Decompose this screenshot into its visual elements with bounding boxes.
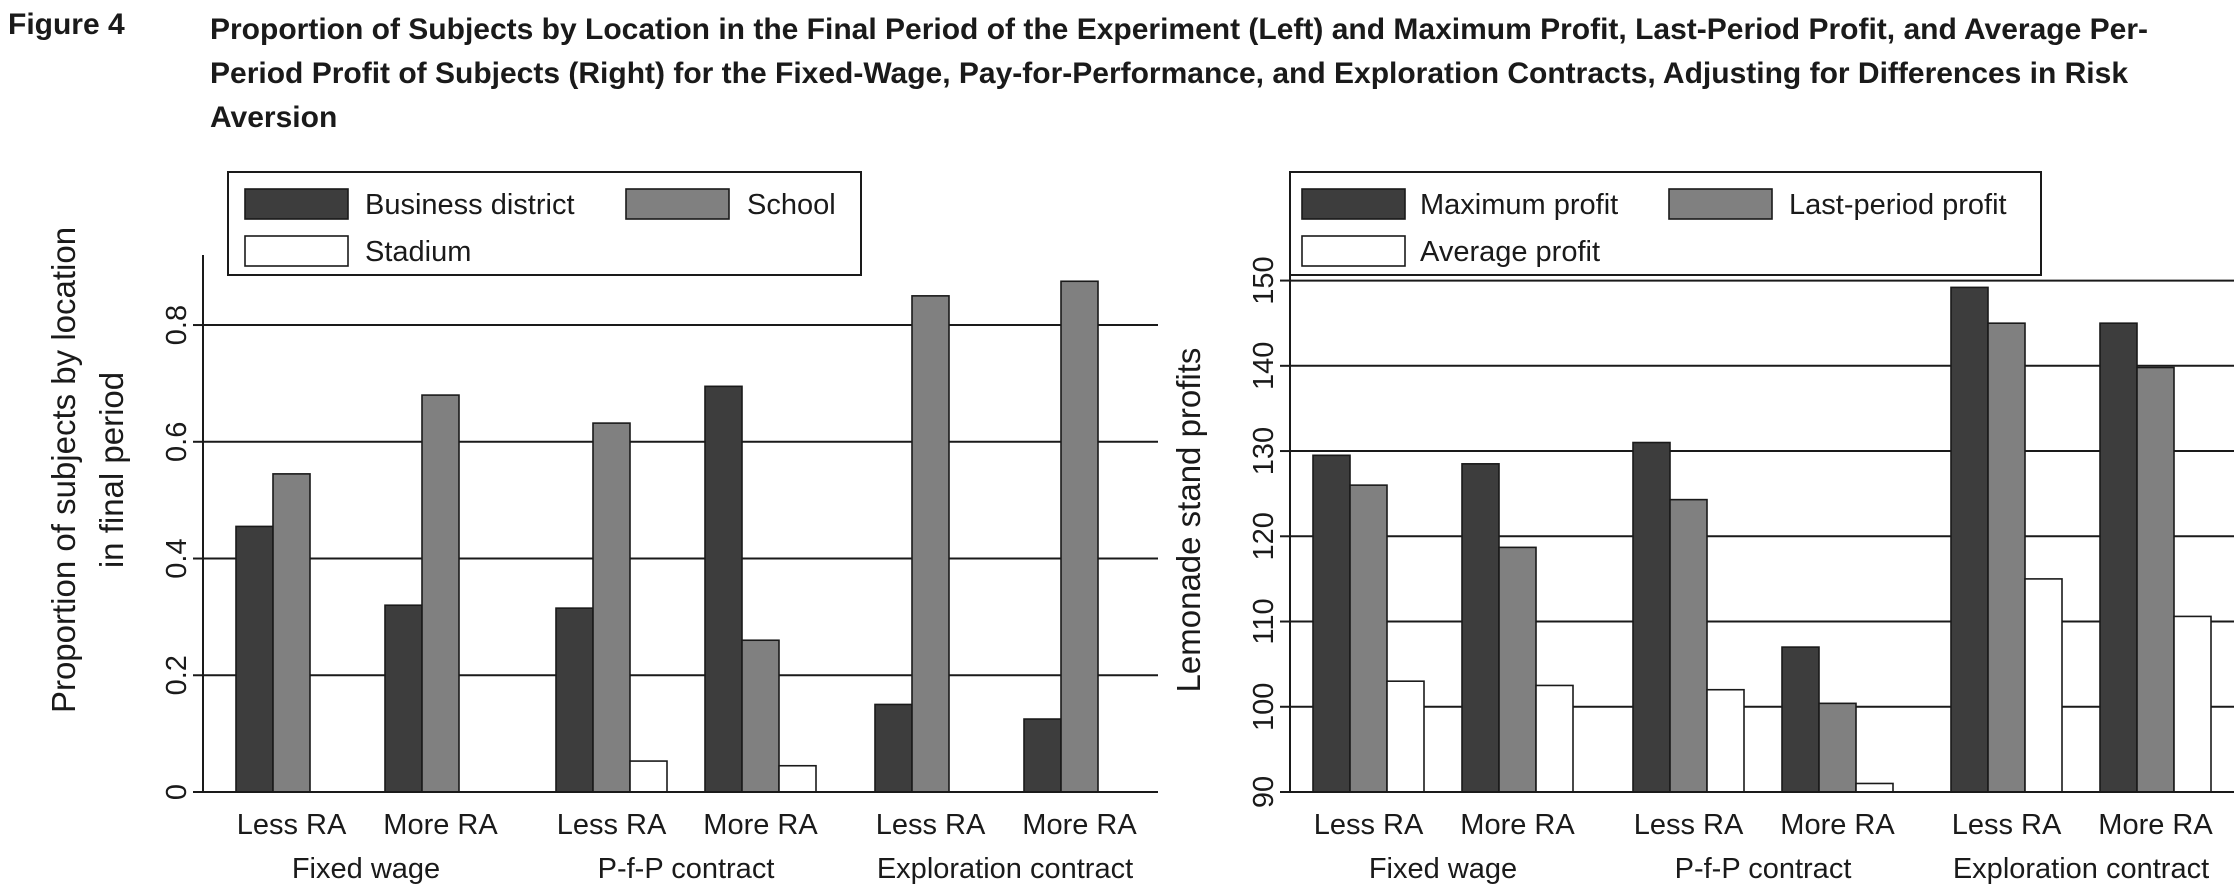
right-bar-average-profit [1535, 684, 1574, 793]
left-bar-school [272, 473, 311, 793]
right-bar-maximum-profit [1461, 463, 1500, 793]
left-group-label: P-f-P contract [598, 853, 775, 885]
left-bar-business-district [1023, 718, 1062, 793]
right-x-tick-label: Less RA [1634, 809, 1744, 841]
right-bar-maximum-profit [1950, 286, 1989, 793]
right-bar-last-period-profit [2136, 366, 2175, 793]
right-y-tick-label: 140 [1248, 342, 1280, 390]
right-legend-label: Last-period profit [1789, 189, 2007, 221]
right-x-tick-label: More RA [1780, 809, 1895, 841]
right-bar-average-profit [2173, 615, 2212, 793]
left-legend-label: Stadium [365, 236, 471, 268]
left-x-tick-label: More RA [703, 809, 818, 841]
figure-label: Figure 4 [8, 8, 125, 41]
left-bar-business-district [874, 703, 913, 793]
right-legend-swatch [1668, 188, 1773, 220]
right-y-tick-label: 90 [1248, 776, 1280, 808]
left-bar-school [421, 394, 460, 793]
left-x-tick-label: Less RA [876, 809, 986, 841]
left-x-tick-label: More RA [383, 809, 498, 841]
right-x-tick-label: Less RA [1952, 809, 2062, 841]
left-y-tick-label: 0.4 [161, 538, 193, 578]
left-x-tick-label: Less RA [557, 809, 667, 841]
right-legend-swatch [1301, 235, 1406, 267]
right-y-tick-label: 100 [1248, 683, 1280, 731]
right-bar-average-profit [1855, 782, 1894, 793]
left-bar-stadium [778, 764, 817, 793]
left-legend-label: Business district [365, 189, 575, 221]
right-x-tick-label: More RA [1460, 809, 1575, 841]
right-bar-maximum-profit [2099, 322, 2138, 793]
right-bar-average-profit [1386, 680, 1425, 793]
left-y-tick-label: 0 [161, 784, 193, 800]
left-group-label: Exploration contract [877, 853, 1133, 885]
right-legend-label: Maximum profit [1420, 189, 1618, 221]
left-y-tick-label: 0.8 [161, 305, 193, 345]
left-y-tick-label: 0.6 [161, 422, 193, 462]
right-bar-last-period-profit [1987, 322, 2026, 793]
right-x-tick-label: More RA [2098, 809, 2213, 841]
left-x-tick-label: Less RA [237, 809, 347, 841]
right-bar-last-period-profit [1349, 484, 1388, 793]
left-bar-business-district [235, 525, 274, 793]
left-bar-school [741, 639, 780, 793]
left-y-axis-label: in final period [93, 372, 130, 568]
right-bar-average-profit [2024, 578, 2063, 793]
right-x-tick-label: Less RA [1314, 809, 1424, 841]
right-group-label: Exploration contract [1953, 853, 2209, 885]
right-bar-last-period-profit [1498, 546, 1537, 793]
right-y-tick-label: 110 [1248, 598, 1280, 644]
left-x-tick-label: More RA [1022, 809, 1137, 841]
right-bar-maximum-profit [1781, 646, 1820, 793]
left-legend-swatch [625, 188, 730, 220]
left-bar-stadium [629, 760, 668, 793]
right-bar-maximum-profit [1632, 441, 1671, 793]
right-bar-last-period-profit [1669, 498, 1708, 793]
right-bar-maximum-profit [1312, 454, 1351, 793]
right-y-axis-label: Lemonade stand profits [1170, 348, 1207, 693]
left-group-label: Fixed wage [292, 853, 440, 885]
left-legend-label: School [747, 189, 836, 221]
figure-title: Proportion of Subjects by Location in th… [210, 13, 2148, 134]
left-bar-business-district [704, 385, 743, 793]
right-group-label: P-f-P contract [1675, 853, 1852, 885]
left-legend-swatch [244, 188, 349, 220]
right-bar-last-period-profit [1818, 702, 1857, 793]
left-bar-school [1060, 280, 1099, 793]
left-bar-business-district [384, 604, 423, 793]
left-bar-school [592, 422, 631, 793]
right-legend-swatch [1301, 188, 1406, 220]
left-bar-business-district [555, 607, 594, 793]
left-y-axis-label: Proportion of subjects by location [45, 227, 82, 713]
right-y-tick-label: 150 [1248, 256, 1280, 304]
left-y-tick-label: 0.2 [161, 655, 193, 695]
right-y-tick-label: 120 [1248, 512, 1280, 560]
right-legend-box [1289, 171, 2042, 276]
right-legend-label: Average profit [1420, 236, 1600, 268]
right-y-tick-label: 130 [1248, 427, 1280, 475]
left-bar-school [911, 295, 950, 793]
right-group-label: Fixed wage [1369, 853, 1517, 885]
left-legend-swatch [244, 235, 349, 267]
right-bar-average-profit [1706, 688, 1745, 793]
